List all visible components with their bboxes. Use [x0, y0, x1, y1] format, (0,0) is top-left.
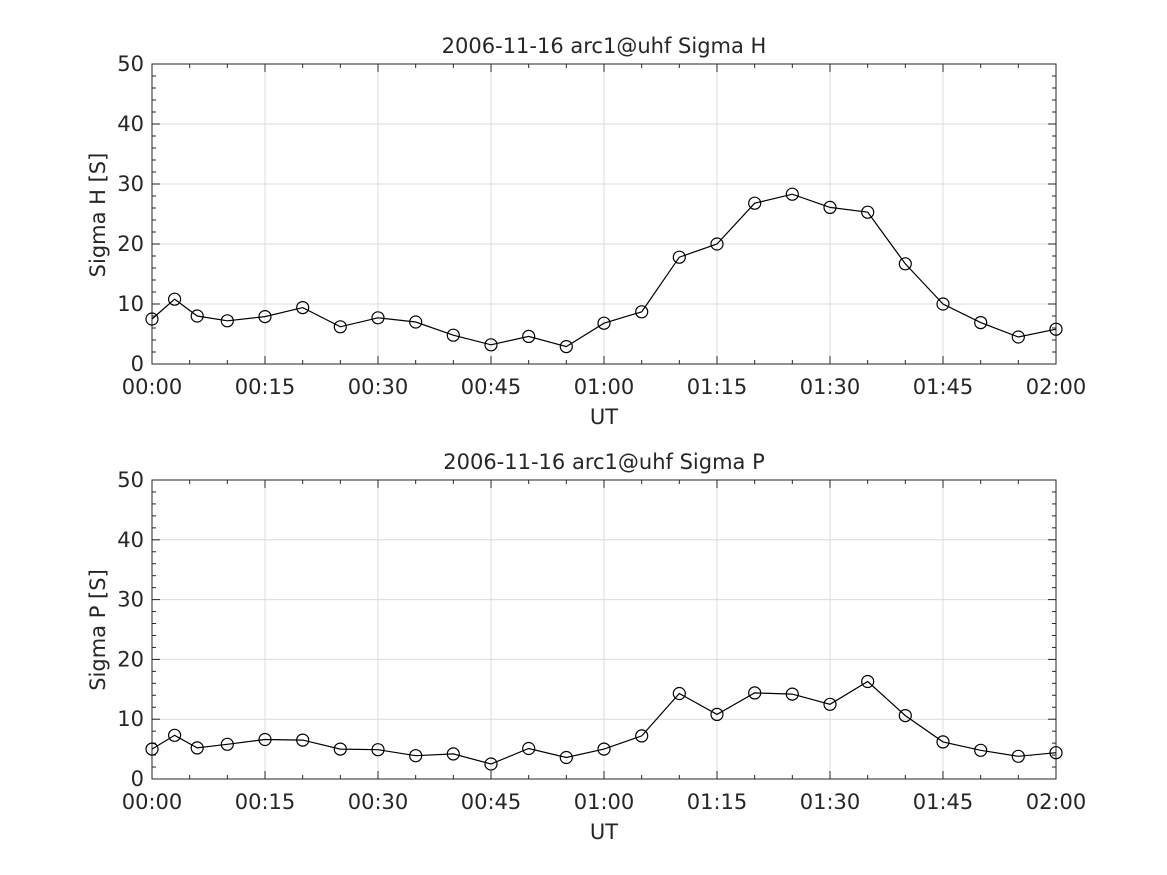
sigma-h-data-point	[974, 316, 988, 330]
sigma-h-data-point	[522, 329, 536, 343]
sigma-p-xtick-label: 02:00	[1026, 790, 1087, 814]
sigma-h-xtick-label: 01:30	[800, 375, 861, 399]
sigma-p-plot-area: 00:00 00:15 00:30 00:45 01:00 01:15 01:30 01:45…	[117, 468, 1086, 814]
sigma-p-ytick-label: 30	[117, 588, 144, 612]
sigma-h-data-point	[748, 196, 762, 210]
sigma-h-data-point	[861, 205, 875, 219]
sigma-p-data-point	[823, 697, 837, 711]
sigma-h-data-point	[371, 311, 385, 325]
sigma-p-xtick-label: 01:45	[913, 790, 974, 814]
sigma-p-data-point	[190, 741, 204, 755]
sigma-h-xtick-label: 02:00	[1026, 375, 1087, 399]
sigma-p-data-point	[559, 750, 573, 765]
sigma-h-xtick-label: 00:00	[122, 375, 183, 399]
sigma-p-ytick-label: 20	[117, 647, 144, 671]
sigma-h-data-point	[823, 200, 837, 214]
sigma-h-data-point	[1049, 322, 1063, 336]
sigma-p-data-point	[296, 733, 310, 747]
sigma-p-xtick-label: 00:15	[235, 790, 296, 814]
sigma-h-xtick-label: 00:15	[235, 375, 296, 399]
sigma-h-data-point	[446, 328, 460, 342]
sigma-h-data-point	[409, 315, 423, 329]
sigma-p-data-point	[861, 674, 875, 689]
sigma-p-ytick-label: 40	[117, 528, 144, 552]
sigma-p-xtick-label: 01:30	[800, 790, 861, 814]
sigma-p-data-point	[1011, 749, 1025, 763]
sigma-p-xtick-label: 00:30	[348, 790, 409, 814]
sigma-p-data-point	[785, 687, 799, 701]
sigma-h-panel: 2006-11-16 arc1@uhf Sigma H UT Sigma H […	[86, 34, 1086, 429]
sigma-h-data-point	[936, 297, 950, 311]
sigma-h-data-point	[559, 340, 573, 354]
sigma-h-ytick-label: 30	[117, 172, 144, 196]
sigma-h-xtick-label: 01:00	[574, 375, 635, 399]
sigma-h-data-point	[672, 250, 686, 264]
sigma-h-ytick-label: 20	[117, 232, 144, 256]
sigma-h-data-point	[258, 310, 272, 324]
sigma-h-data-point	[484, 338, 498, 352]
sigma-p-data-point	[974, 743, 988, 757]
sigma-p-data-point	[409, 749, 423, 763]
sigma-p-ytick-label: 10	[117, 707, 144, 731]
sigma-h-data-point	[1011, 330, 1025, 344]
sigma-h-data-point	[635, 305, 649, 319]
sigma-h-xtick-label: 00:45	[461, 375, 522, 399]
sigma-p-data-point	[145, 742, 159, 756]
sigma-h-xlabel: UT	[590, 405, 618, 429]
sigma-p-panel: 2006-11-16 arc1@uhf Sigma P UT Sigma P […	[86, 450, 1086, 844]
sigma-h-ytick-label: 40	[117, 112, 144, 136]
sigma-p-xtick-label: 01:00	[574, 790, 635, 814]
sigma-h-data-point	[710, 237, 724, 251]
sigma-p-xlabel: UT	[590, 820, 618, 844]
sigma-h-data-point	[190, 309, 204, 323]
sigma-p-xtick-label: 01:15	[687, 790, 748, 814]
sigma-p-ytick-label: 0	[131, 767, 144, 791]
sigma-p-data-point	[333, 742, 347, 756]
sigma-p-data-point	[635, 729, 649, 743]
sigma-p-ytick-label: 50	[117, 468, 144, 492]
sigma-p-data-point	[1049, 746, 1063, 760]
sigma-p-data-point	[371, 743, 385, 757]
sigma-h-data-point	[145, 312, 159, 326]
sigma-p-title: 2006-11-16 arc1@uhf Sigma P	[443, 450, 765, 474]
sigma-p-ylabel: Sigma P [S]	[86, 569, 110, 691]
sigma-p-data-point	[597, 742, 611, 756]
sigma-p-xtick-label: 00:00	[122, 790, 183, 814]
sigma-h-xtick-label: 01:15	[687, 375, 748, 399]
sigma-h-plot-area: 00:00 00:15 00:30 00:45 01:00 01:15 01:30 01:45…	[117, 52, 1086, 399]
sigma-p-data-point	[220, 737, 234, 751]
sigma-h-xtick-label: 01:45	[913, 375, 974, 399]
sigma-p-data-point	[710, 707, 724, 722]
sigma-h-data-point	[785, 187, 799, 201]
sigma-p-data-point	[484, 757, 498, 771]
sigma-h-data-point	[168, 292, 182, 306]
sigma-h-data-point	[597, 316, 611, 330]
sigma-h-ytick-label: 50	[117, 52, 144, 76]
sigma-h-data-point	[296, 301, 310, 315]
sigma-p-data-point	[522, 741, 536, 756]
sigma-h-data-point	[898, 257, 912, 271]
sigma-p-data-point	[446, 747, 460, 761]
sigma-h-ylabel: Sigma H [S]	[86, 153, 110, 278]
sigma-h-data-point	[333, 320, 347, 334]
sigma-p-data-point	[936, 735, 950, 749]
sigma-h-ytick-label: 10	[117, 292, 144, 316]
sigma-h-ytick-label: 0	[131, 352, 144, 376]
sigma-p-data-point	[748, 686, 762, 700]
sigma-p-xtick-label: 00:45	[461, 790, 522, 814]
sigma-h-xtick-label: 00:30	[348, 375, 409, 399]
sigma-h-title: 2006-11-16 arc1@uhf Sigma H	[442, 34, 767, 58]
sigma-h-data-point	[220, 314, 234, 328]
sigma-p-data-point	[168, 728, 182, 742]
sigma-p-data-point	[898, 708, 912, 723]
sigma-p-data-point	[258, 732, 272, 747]
sigma-p-data-point	[672, 686, 686, 701]
